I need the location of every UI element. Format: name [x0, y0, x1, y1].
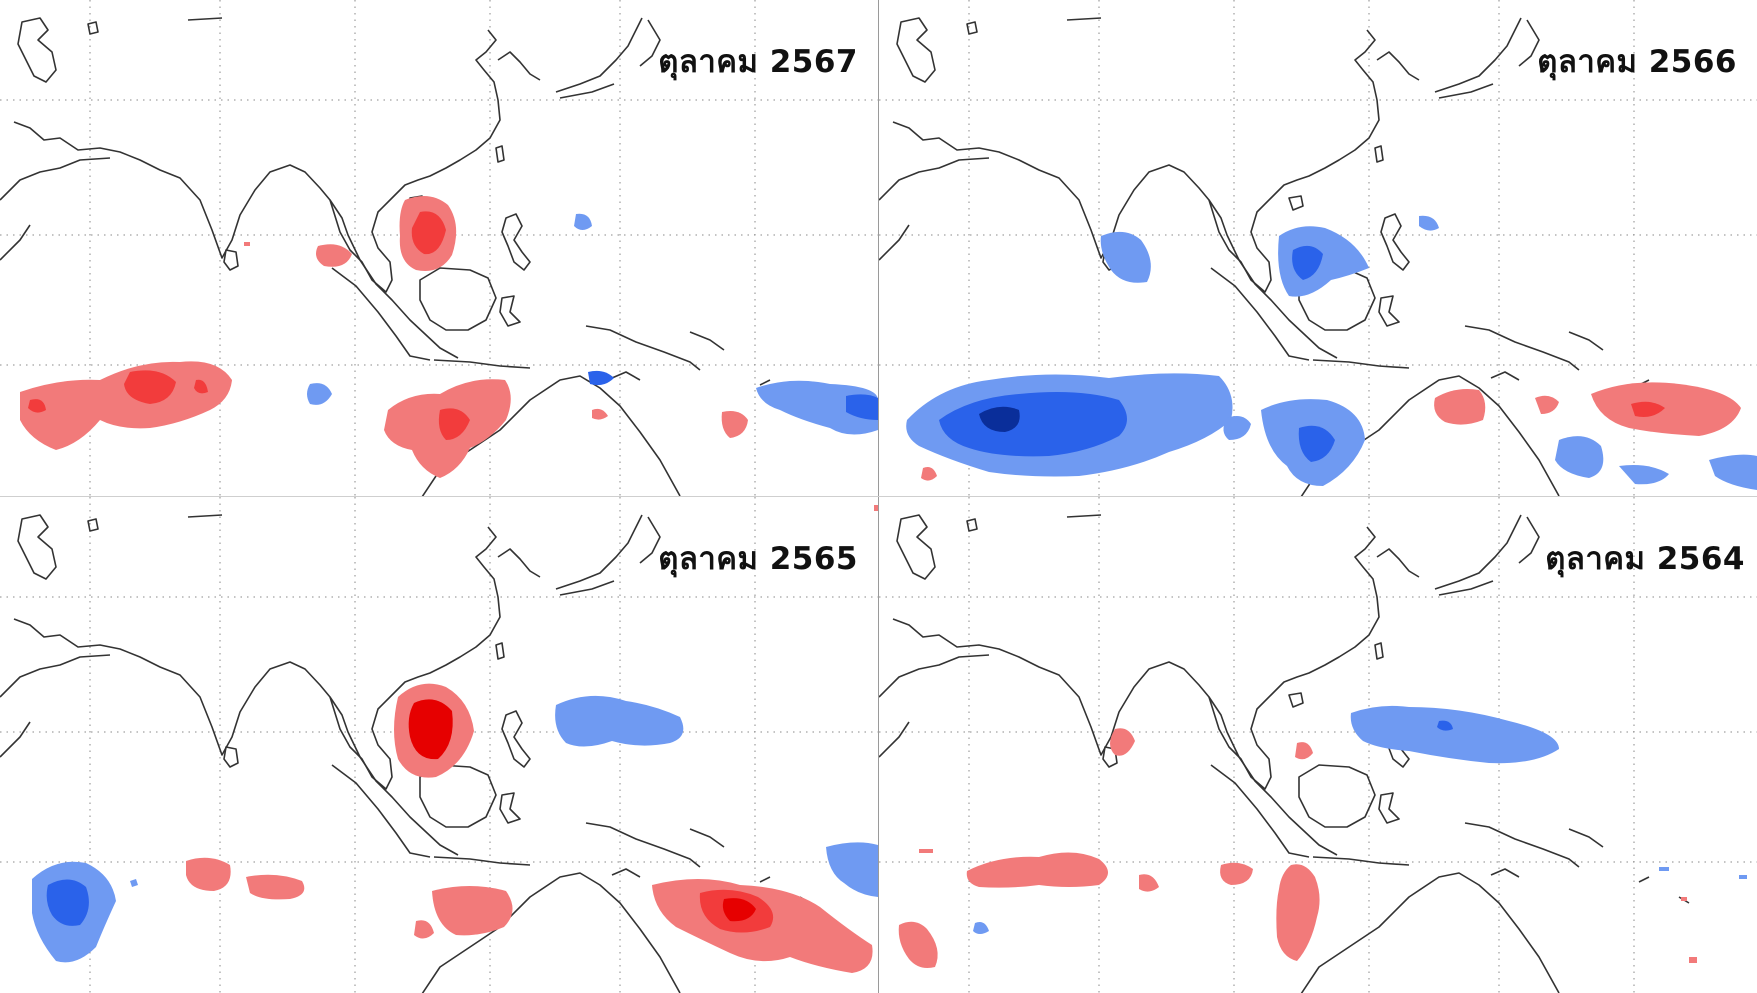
map-panel-top-right: ตุลาคม 2566 [879, 0, 1757, 496]
panel-label: ตุลาคม 2566 [1537, 44, 1737, 80]
map-canvas [0, 0, 878, 496]
map-canvas [879, 0, 1757, 496]
panel-label: ตุลาคม 2567 [658, 44, 858, 80]
panel-label: ตุลาคม 2564 [1545, 541, 1745, 577]
map-panel-bottom-left: ตุลาคม 2565 [0, 497, 878, 993]
map-canvas [0, 497, 878, 993]
map-panel-bottom-right: ตุลาคม 2564 [879, 497, 1757, 993]
panel-label: ตุลาคม 2565 [658, 541, 858, 577]
horizontal-divider [0, 496, 1757, 497]
map-panel-top-left: ตุลาคม 2567 [0, 0, 878, 496]
map-canvas [879, 497, 1757, 993]
